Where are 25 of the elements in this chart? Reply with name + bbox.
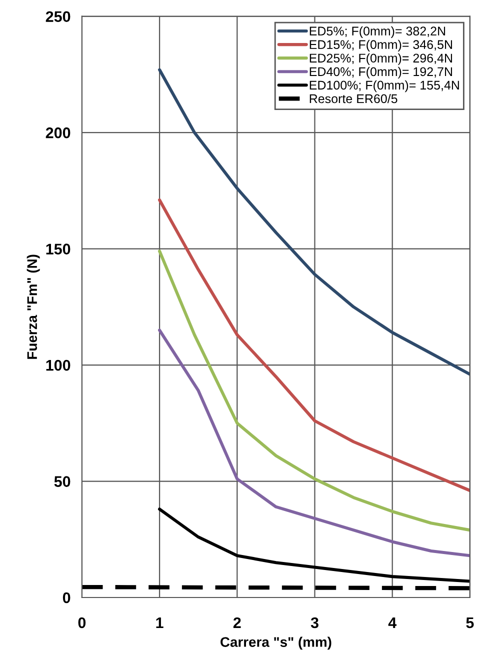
x-tick-label: 2 [233,617,241,628]
line-series [158,68,470,376]
line-series [158,508,470,583]
y-axis-title: Fuerza "Fm" (N) [26,254,40,359]
y-tick-label: 50 [54,476,70,487]
legend-label: ED40%; F(0mm)= 192,7N [310,66,452,79]
y-tick-label: 150 [46,244,70,254]
x-tick-label: 4 [388,618,397,628]
x-tick-label: 0 [78,617,86,628]
y-tick-label: 0 [62,592,70,604]
x-tick-label: 3 [310,617,318,628]
x-tick-label: 5 [466,618,474,628]
legend-label: ED15%; F(0mm)= 346,5N [310,40,452,52]
x-axis-title: Carrera "s" (mm) [220,636,332,650]
legend-label: Resorte ER60/5 [310,94,398,104]
x-tick-label: 1 [156,618,164,628]
line-series [158,250,470,532]
legend-label: ED5%; F(0mm)= 382,2N [310,26,446,38]
line-series [158,328,470,558]
y-tick-label: 100 [46,360,70,371]
line-series [158,198,470,492]
y-tick-label: 200 [46,127,70,138]
legend-label: ED25%; F(0mm)= 296,4N [310,53,452,66]
legend-label: ED100%; F(0mm)= 155,4N [310,80,459,92]
y-tick-label: 250 [46,11,70,22]
